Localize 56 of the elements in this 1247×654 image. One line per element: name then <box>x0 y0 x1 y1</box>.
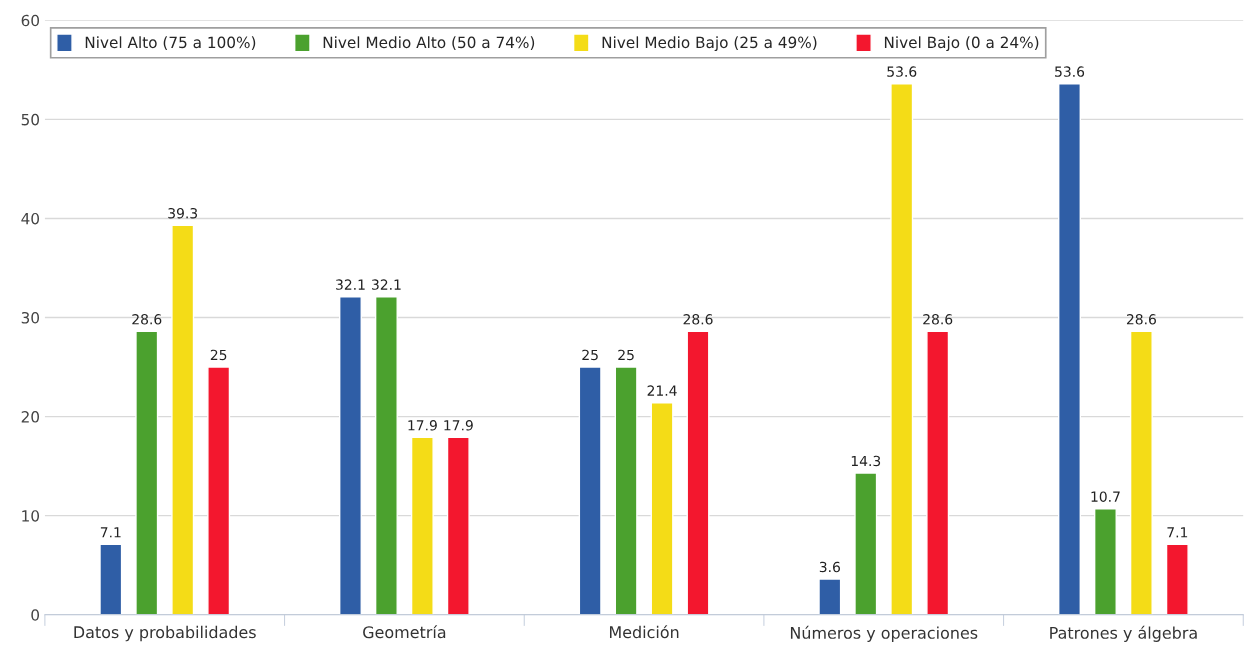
y-tick-label: 40 <box>21 212 40 225</box>
data-label: 28.6 <box>683 314 713 325</box>
bar <box>1165 543 1189 615</box>
data-label: 7.1 <box>100 527 121 538</box>
bar <box>926 330 950 615</box>
legend-label: Nivel Bajo (0 a 24%) <box>884 36 1039 52</box>
bar <box>410 436 434 615</box>
bar <box>1093 508 1117 615</box>
y-tick-label: 10 <box>22 510 40 522</box>
x-tick-label: Medición <box>609 625 679 639</box>
data-label: 17.9 <box>444 420 473 431</box>
data-label: 25 <box>582 349 598 361</box>
bar <box>135 330 159 615</box>
bar <box>1129 330 1153 615</box>
bar <box>1058 82 1081 615</box>
bar <box>338 296 362 615</box>
legend-label: Nivel Medio Alto (50 a 74%) <box>323 36 535 50</box>
bar <box>614 366 638 615</box>
data-label: 28.6 <box>132 314 162 325</box>
data-label: 25 <box>210 349 227 361</box>
bar <box>650 402 674 615</box>
bar <box>890 82 914 615</box>
bar <box>818 578 842 615</box>
bar <box>171 224 195 615</box>
y-tick-label: 60 <box>21 14 40 27</box>
data-label: 14.3 <box>851 455 881 467</box>
x-tick-label: Patrones y álgebra <box>1050 625 1197 642</box>
data-label: 53.6 <box>1055 66 1085 77</box>
x-tick-label: Datos y probabilidades <box>74 625 256 642</box>
bar <box>446 436 470 615</box>
bar <box>374 296 398 615</box>
bar <box>854 472 878 615</box>
data-label: 28.6 <box>1126 314 1156 325</box>
data-label: 7.1 <box>1167 527 1188 538</box>
y-tick-label: 50 <box>21 113 40 126</box>
y-tick-label: 30 <box>21 311 40 324</box>
bar <box>207 366 231 615</box>
data-label: 28.6 <box>923 314 953 325</box>
data-label: 53.6 <box>887 66 917 77</box>
x-tick-label: Geometría <box>363 625 446 639</box>
data-label: 17.9 <box>408 420 437 431</box>
bar <box>578 366 602 615</box>
data-label: 3.6 <box>819 561 840 573</box>
bar <box>99 543 123 615</box>
data-label: 39.3 <box>168 208 198 219</box>
legend-label: Nivel Alto (75 a 100%) <box>85 36 256 50</box>
data-label: 21.4 <box>647 385 677 396</box>
data-label: 10.7 <box>1091 491 1120 502</box>
data-label: 25 <box>618 349 634 361</box>
y-tick-label: 20 <box>21 411 40 423</box>
bar <box>686 330 710 615</box>
data-label: 32.1 <box>372 279 401 290</box>
x-tick-label: Números y operaciones <box>790 625 978 642</box>
data-label: 32.1 <box>336 279 365 290</box>
y-tick-label: 0 <box>31 609 40 621</box>
legend-label: Nivel Medio Bajo (25 a 49%) <box>602 36 817 52</box>
